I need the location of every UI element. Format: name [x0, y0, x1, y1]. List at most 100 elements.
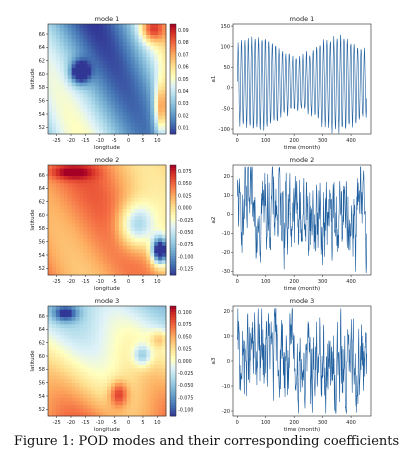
heatmap-cell [162, 60, 167, 65]
heatmap-cell [154, 253, 159, 258]
heatmap-cell [67, 364, 72, 369]
heatmap-cell [138, 115, 143, 120]
heatmap-cell [83, 86, 88, 91]
heatmap-cell [134, 339, 139, 344]
heatmap-cell [130, 101, 135, 106]
heatmap-cell [103, 368, 108, 373]
heatmap-cell [107, 256, 112, 261]
heatmap-cell [51, 368, 57, 373]
heatmap-cell [134, 253, 139, 258]
heatmap-cell [59, 75, 65, 80]
heatmap-cell [79, 353, 84, 358]
heatmap-cell [126, 115, 131, 120]
heatmap-cell [48, 57, 53, 62]
heatmap-cell [48, 231, 53, 236]
heatmap-cell [107, 212, 112, 217]
y-tick-label: -20 [222, 250, 230, 256]
heatmap-cell [138, 317, 143, 322]
heatmap-cell [110, 397, 116, 402]
heatmap-cell [138, 335, 143, 340]
heatmap-cell [134, 31, 139, 36]
heatmap-cell [79, 101, 84, 106]
heatmap-cell [154, 183, 159, 188]
heatmap-cell [59, 405, 65, 410]
heatmap-cell [103, 342, 108, 347]
heatmap-cell [146, 271, 151, 276]
heatmap-cell [71, 353, 76, 358]
heatmap-cell [99, 383, 104, 388]
heatmap-cell [55, 249, 61, 254]
heatmap-cell [158, 190, 163, 195]
heatmap-cell [67, 183, 72, 188]
heatmap-cell [95, 231, 100, 236]
heatmap-cell [71, 31, 76, 36]
heatmap-cell [114, 335, 120, 340]
heatmap-cell [63, 361, 69, 366]
heatmap-cell [91, 260, 96, 265]
heatmap-cell [67, 126, 72, 131]
heatmap-cell [130, 82, 135, 87]
heatmap-cell [114, 383, 120, 388]
heatmap-cell [91, 60, 96, 65]
heatmap-cell [126, 405, 131, 410]
heatmap-cell [91, 104, 96, 109]
heatmap-cell [99, 24, 104, 29]
heatmap-cell [107, 253, 112, 258]
heatmap-cell [87, 130, 92, 135]
heatmap-cell [55, 104, 61, 109]
heatmap-cell [154, 35, 159, 40]
heatmap-cell [79, 201, 84, 206]
heatmap-cell [79, 350, 84, 355]
heatmap-cell [130, 390, 135, 395]
heatmap-cell [114, 176, 120, 181]
heatmap-cell [55, 346, 61, 351]
heatmap-cell [158, 306, 163, 311]
heatmap-cell [134, 38, 139, 43]
heatmap-cell [99, 82, 104, 87]
colorbar-segment [170, 206, 176, 210]
heatmap-cell [91, 168, 96, 173]
heatmap-cell [75, 194, 80, 199]
heatmap-cell [162, 379, 167, 384]
heatmap-cell [146, 79, 151, 84]
heatmap-cell [79, 79, 84, 84]
heatmap-cell [110, 209, 116, 214]
heatmap-cell [114, 38, 120, 43]
heatmap-cell [87, 179, 92, 184]
heatmap-cell [110, 320, 116, 325]
heatmap-cell [122, 317, 128, 322]
heatmap-cell [118, 234, 124, 239]
heatmap-cell [146, 361, 151, 366]
heatmap-cell [71, 104, 76, 109]
heatmap-cell [87, 309, 92, 314]
heatmap-cell [130, 71, 135, 76]
heatmap-cell [79, 394, 84, 399]
heatmap-cell [110, 405, 116, 410]
heatmap-cell [130, 112, 135, 117]
heatmap-cell [107, 264, 112, 269]
heatmap-cell [134, 264, 139, 269]
heatmap-cell [122, 60, 128, 65]
heatmap-cell [103, 383, 108, 388]
heatmap-cell [67, 38, 72, 43]
heatmap-cell [142, 71, 147, 76]
heatmap-cell [48, 212, 53, 217]
heatmap-cell [158, 368, 163, 373]
heatmap-cell [118, 390, 124, 395]
colorbar-tick-label: 0.01 [178, 126, 189, 132]
heatmap-cell [130, 104, 135, 109]
y-tick-label: -30 [222, 269, 230, 275]
x-tick-label: -20 [67, 279, 75, 285]
heatmap-cell [87, 90, 92, 95]
heatmap-cell [51, 60, 57, 65]
colorbar-segment [170, 73, 176, 77]
heatmap-cell [130, 31, 135, 36]
heatmap-cell [126, 342, 131, 347]
heatmap-cell [150, 350, 155, 355]
heatmap-cell [150, 68, 155, 73]
heatmap-cell [87, 339, 92, 344]
heatmap-cell [158, 342, 163, 347]
heatmap-cell [110, 223, 116, 228]
heatmap-cell [154, 220, 159, 225]
heatmap-cell [91, 31, 96, 36]
